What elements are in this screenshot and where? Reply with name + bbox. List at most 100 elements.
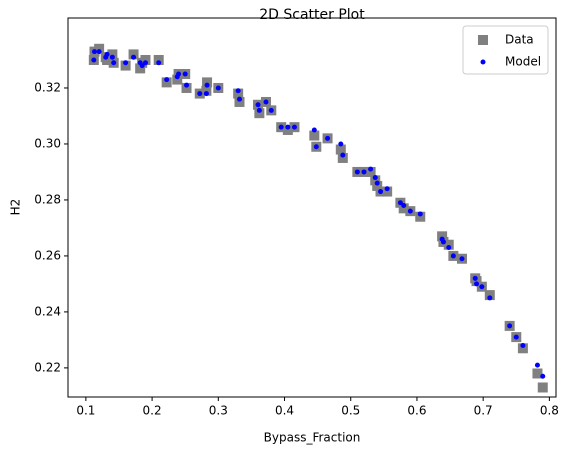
data-point [335,144,346,155]
model-point [91,49,97,55]
data-point [202,77,213,88]
data-point [309,130,320,141]
y-tick-label: 0.30 [34,136,61,150]
legend-marker [478,35,488,45]
data-point [382,186,393,197]
y-tick-label: 0.26 [34,248,61,262]
model-point [235,88,241,94]
model-point [513,334,519,340]
model-point [397,200,403,206]
data-point [120,60,131,71]
data-point [437,231,448,242]
data-point [517,343,528,354]
model-point [123,60,129,66]
data-point [398,203,409,214]
x-tick-label: 0.3 [209,404,228,418]
data-point [102,54,113,65]
model-point [182,71,188,77]
data-point [107,49,118,60]
y-axis-label: H2 [9,199,23,216]
model-point [263,99,269,105]
data-point [372,180,383,191]
model-point [256,107,262,113]
model-point [338,141,344,147]
x-tick-label: 0.1 [76,404,95,418]
x-tick-label: 0.2 [143,404,162,418]
model-point [407,208,413,214]
model-point [507,323,513,329]
y-tick-label: 0.28 [34,192,61,206]
model-point [474,281,480,287]
chart-title: 2D Scatter Plot [259,7,365,23]
model-point [197,91,203,97]
data-point [532,368,543,379]
data-point [153,54,164,65]
model-point [472,275,478,281]
model-point [440,239,446,245]
model-point [131,54,137,60]
y-tick-label: 0.22 [34,360,61,374]
model-point [111,60,117,66]
model-point [278,124,284,130]
data-point [537,382,548,393]
model-point [203,91,209,97]
model-point [361,169,367,175]
data-point [484,290,495,301]
data-point [234,96,245,107]
y-tick-label: 0.32 [34,80,61,94]
x-tick-label: 0.4 [275,404,294,418]
model-point [520,342,526,348]
model-point [285,124,291,130]
model-point [236,96,242,102]
data-point [128,49,139,60]
y-tick-label: 0.24 [34,304,61,318]
model-point [378,189,384,195]
model-point [156,60,162,66]
data-point [161,77,172,88]
x-tick-label: 0.8 [540,404,559,418]
model-point [368,166,374,172]
model-point [109,54,115,60]
data-point [172,74,183,85]
model-point [215,85,221,91]
model-point [540,373,546,379]
x-tick-label: 0.6 [407,404,426,418]
model-point [164,77,170,83]
model-point [446,245,452,251]
data-point [94,43,105,54]
model-point [184,82,190,88]
model-point [374,180,380,186]
model-point [340,152,346,158]
legend-marker [480,59,486,65]
model-point [354,169,360,175]
data-point [282,124,293,135]
data-point [254,108,265,119]
model-point [291,124,297,130]
model-point [450,253,456,259]
data-point [337,152,348,163]
model-point [479,284,485,290]
data-point [135,63,146,74]
data-point [471,276,482,287]
model-point [142,60,148,66]
model-point [96,49,102,55]
x-tick-label: 0.7 [474,404,493,418]
model-point [91,57,97,63]
model-point [534,362,540,368]
data-point [415,211,426,222]
legend-label: Data [505,33,534,47]
model-point [325,135,331,141]
model-point [104,51,110,57]
model-point [176,71,182,77]
data-point [365,166,376,177]
plot-frame [67,17,557,398]
model-point [313,144,319,150]
data-point [443,239,454,250]
data-point [370,175,381,186]
x-axis-label: Bypass_Fraction [264,431,361,445]
data-point [233,88,244,99]
model-point [459,256,465,262]
legend-label: Model [505,55,541,69]
model-point [204,82,210,88]
